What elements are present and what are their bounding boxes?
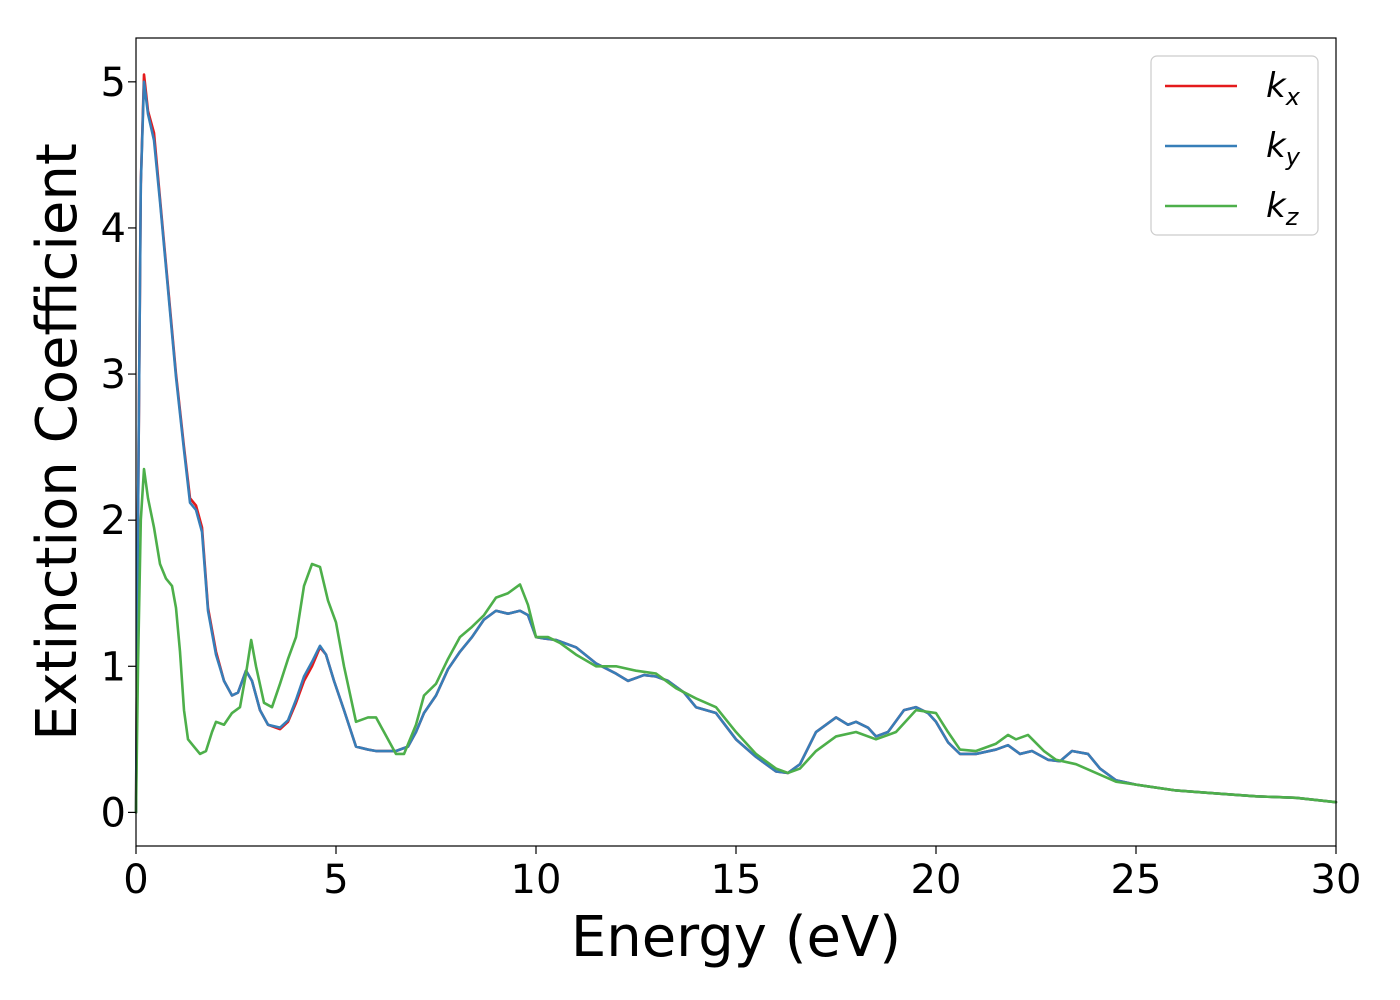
x-tick-label: 25 bbox=[1111, 857, 1162, 903]
legend-label-subscript: y bbox=[1285, 143, 1301, 171]
y-tick-label: 5 bbox=[101, 60, 126, 106]
legend-label-subscript: x bbox=[1285, 83, 1301, 111]
x-tick-label: 10 bbox=[511, 857, 562, 903]
x-tick-label: 5 bbox=[323, 857, 348, 903]
y-tick-label: 4 bbox=[101, 206, 126, 252]
x-tick-label: 30 bbox=[1311, 857, 1362, 903]
y-axis-ticks: 0 1 2 3 4 5 bbox=[101, 60, 136, 836]
y-tick-label: 0 bbox=[101, 790, 126, 836]
x-axis-title: Energy (eV) bbox=[571, 905, 901, 970]
y-tick-label: 1 bbox=[101, 644, 126, 690]
legend-label-subscript: z bbox=[1285, 203, 1300, 231]
series-layer bbox=[134, 73, 1338, 814]
series-line-k-z bbox=[134, 467, 1338, 814]
x-tick-label: 15 bbox=[711, 857, 762, 903]
x-tick-label: 20 bbox=[911, 857, 962, 903]
y-tick-label: 3 bbox=[101, 352, 126, 398]
y-tick-label: 2 bbox=[101, 498, 126, 544]
x-tick-label: 0 bbox=[123, 857, 148, 903]
y-axis-title: Extinction Coefficient bbox=[25, 143, 90, 741]
x-axis-ticks: 0 5 10 15 20 25 30 bbox=[123, 846, 1361, 903]
